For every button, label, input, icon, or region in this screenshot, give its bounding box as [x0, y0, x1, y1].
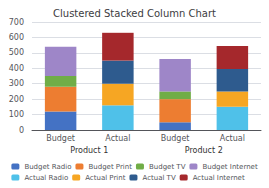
svg-text:Actual Internet: Actual Internet: [193, 174, 245, 182]
svg-text:Actual: Actual: [220, 134, 245, 143]
svg-text:500: 500: [9, 48, 24, 57]
svg-text:Clustered Stacked Column Chart: Clustered Stacked Column Chart: [53, 8, 216, 19]
svg-text:Budget: Budget: [46, 134, 75, 143]
svg-text:100: 100: [9, 110, 24, 119]
svg-text:Budget Radio: Budget Radio: [24, 163, 71, 171]
svg-text:0: 0: [19, 126, 24, 135]
svg-text:Budget TV: Budget TV: [149, 163, 186, 171]
svg-text:200: 200: [9, 95, 24, 104]
svg-text:Actual TV: Actual TV: [142, 174, 175, 182]
svg-text:Product 1: Product 1: [70, 146, 108, 155]
svg-text:600: 600: [9, 33, 24, 42]
svg-text:700: 700: [9, 18, 24, 27]
svg-text:Actual Print: Actual Print: [85, 174, 126, 182]
svg-text:300: 300: [9, 79, 24, 88]
svg-text:Budget Print: Budget Print: [88, 163, 132, 171]
svg-text:Actual: Actual: [105, 134, 130, 143]
svg-text:Budget: Budget: [161, 134, 190, 143]
svg-text:Budget Internet: Budget Internet: [202, 163, 257, 171]
svg-text:Product 2: Product 2: [185, 146, 223, 155]
svg-text:400: 400: [9, 64, 24, 73]
svg-text:Actual Radio: Actual Radio: [24, 174, 68, 182]
